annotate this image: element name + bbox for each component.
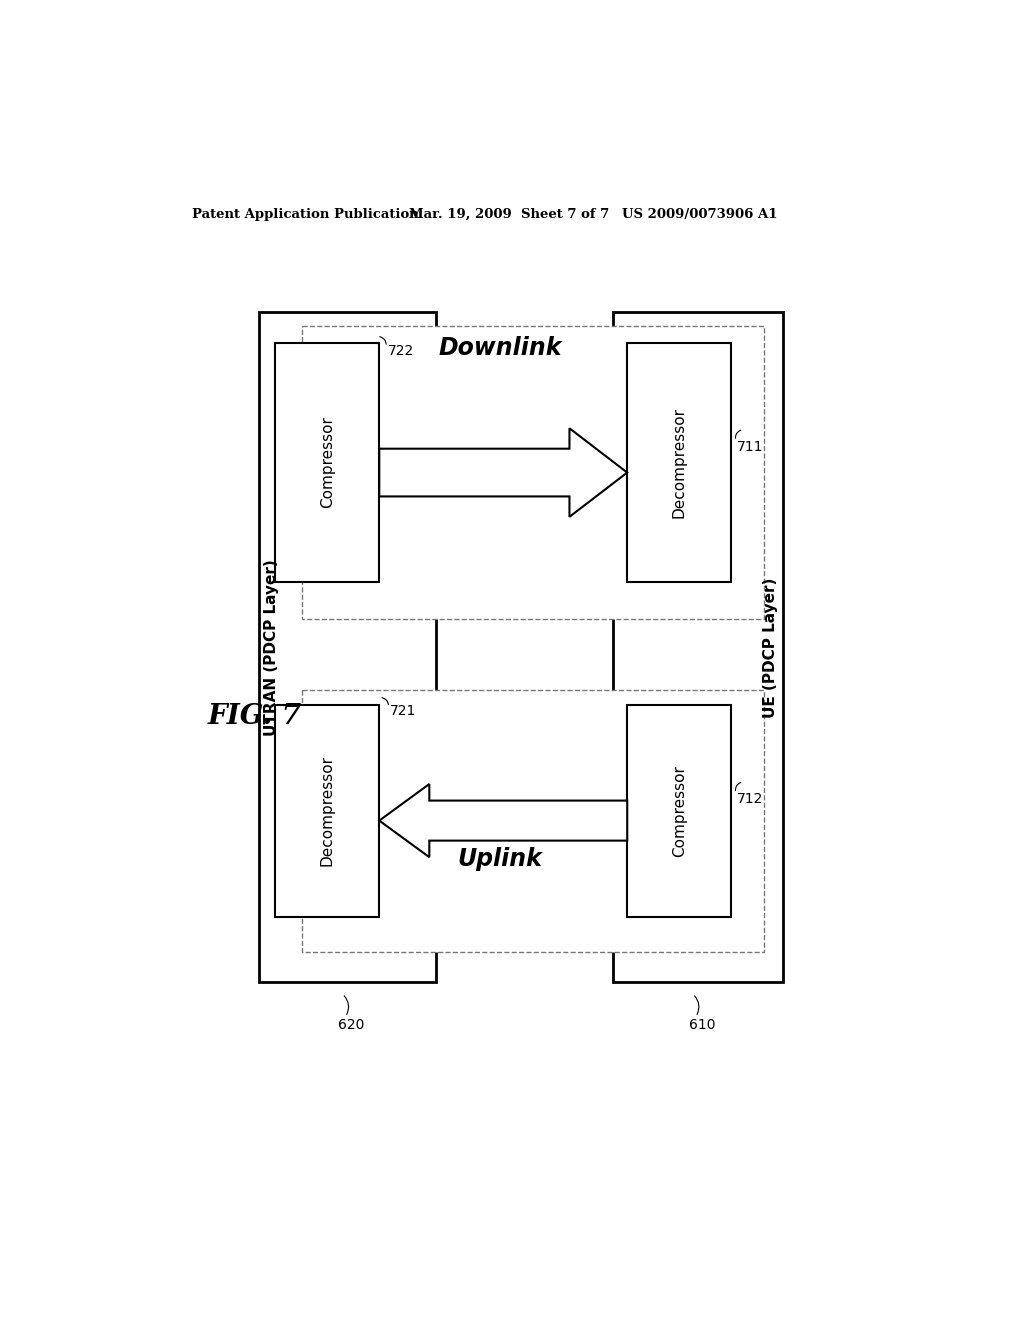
Text: UE (PDCP Layer): UE (PDCP Layer) xyxy=(763,577,778,718)
Bar xyxy=(628,705,731,917)
Bar xyxy=(613,313,782,982)
Text: 620: 620 xyxy=(338,1018,365,1032)
Text: Mar. 19, 2009  Sheet 7 of 7: Mar. 19, 2009 Sheet 7 of 7 xyxy=(410,209,609,222)
Text: US 2009/0073906 A1: US 2009/0073906 A1 xyxy=(622,209,777,222)
Text: Downlink: Downlink xyxy=(438,335,562,360)
Text: Decompressor: Decompressor xyxy=(319,755,335,866)
Text: 722: 722 xyxy=(388,345,414,358)
Text: Patent Application Publication: Patent Application Publication xyxy=(193,209,419,222)
Bar xyxy=(628,343,731,582)
Bar xyxy=(259,313,436,982)
Text: Compressor: Compressor xyxy=(319,417,335,508)
Bar xyxy=(301,689,764,952)
Text: 721: 721 xyxy=(390,705,417,718)
Text: Compressor: Compressor xyxy=(672,766,687,857)
Text: 610: 610 xyxy=(689,1018,715,1032)
Text: 711: 711 xyxy=(737,440,764,454)
Text: Uplink: Uplink xyxy=(458,847,543,871)
Polygon shape xyxy=(379,784,628,857)
Bar xyxy=(275,343,379,582)
Polygon shape xyxy=(379,428,628,517)
Bar xyxy=(301,326,764,619)
Text: Decompressor: Decompressor xyxy=(672,407,687,517)
Text: FIG. 7: FIG. 7 xyxy=(208,704,301,730)
Bar xyxy=(275,705,379,917)
Text: UTRAN (PDCP Layer): UTRAN (PDCP Layer) xyxy=(264,558,279,735)
Text: 712: 712 xyxy=(737,792,764,807)
